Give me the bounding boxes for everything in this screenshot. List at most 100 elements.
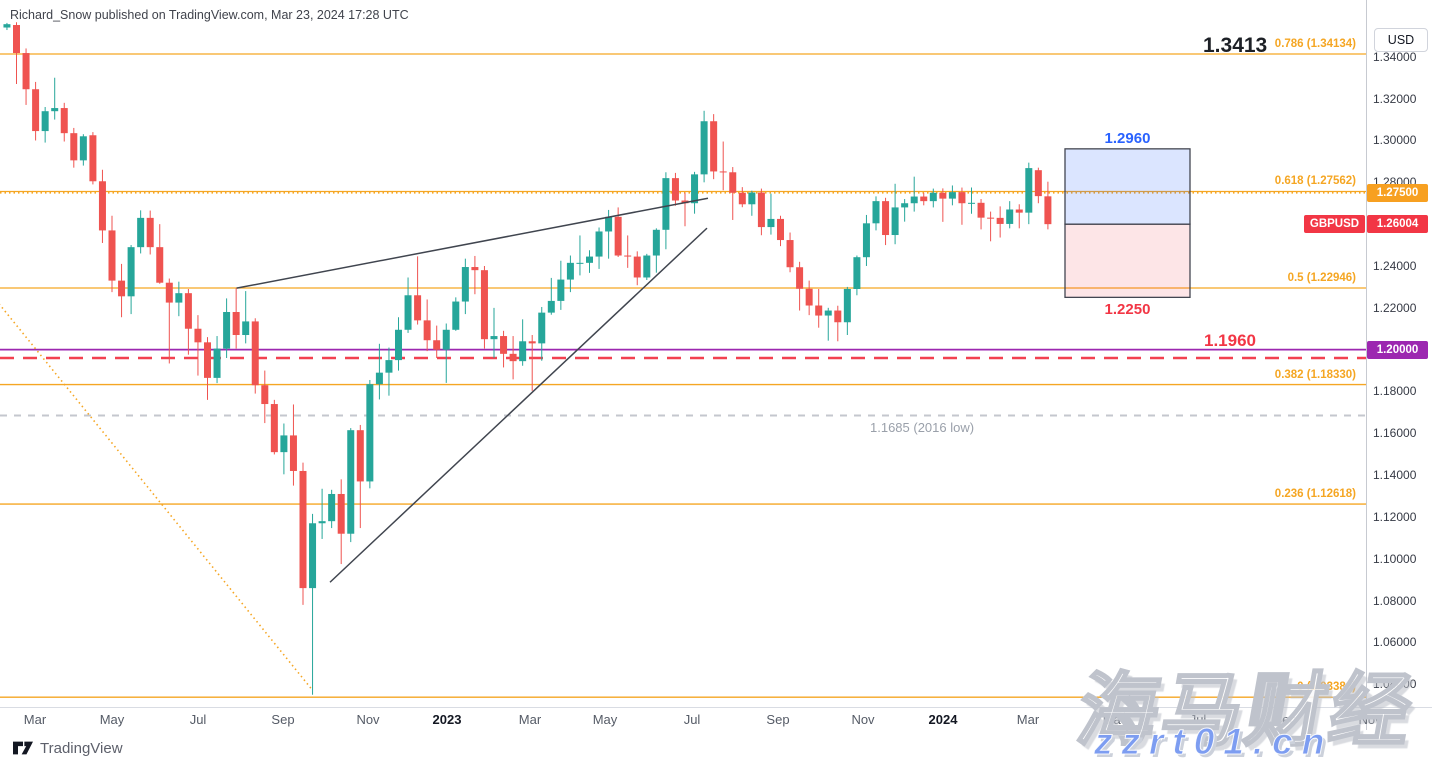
price-tick-label: 1.10000 <box>1373 551 1417 566</box>
candle <box>1025 162 1033 225</box>
candle <box>108 215 116 293</box>
currency-toggle-button[interactable]: USD <box>1374 28 1428 52</box>
candle <box>719 141 727 191</box>
candle <box>920 192 928 206</box>
candle <box>127 245 135 315</box>
tradingview-logo-text: TradingView <box>40 739 123 757</box>
candle <box>757 188 765 236</box>
support-zone-box <box>1064 223 1191 299</box>
candle <box>261 370 269 424</box>
fib-level-label: 0.786 (1.34134) <box>1274 38 1356 50</box>
candle <box>385 347 393 396</box>
candle <box>929 188 937 208</box>
candle <box>968 187 975 214</box>
candle <box>328 489 336 529</box>
fib-anchor-trendline <box>0 303 314 691</box>
candle <box>423 299 431 352</box>
zone-bottom-label: 1.2250 <box>1104 301 1151 318</box>
candle <box>843 286 851 336</box>
candle <box>347 428 355 543</box>
candle <box>643 253 651 280</box>
candle <box>137 210 145 254</box>
time-tick-label: Nov <box>1358 712 1382 727</box>
candle <box>70 127 78 168</box>
price-tick-label: 1.34000 <box>1373 49 1417 64</box>
candle <box>118 263 126 318</box>
candle <box>624 235 632 268</box>
price-tick-label: 1.04000 <box>1373 677 1417 692</box>
time-tick-label: Nov <box>356 712 380 727</box>
fib-level-label: 0 (1.03386) <box>1297 681 1356 694</box>
candle <box>356 424 364 529</box>
fib-level-label: 0.618 (1.27562) <box>1274 175 1356 188</box>
time-tick-label: 2023 <box>432 712 462 727</box>
candle <box>987 211 995 242</box>
candle <box>824 307 832 341</box>
candle <box>1006 201 1014 229</box>
candle <box>41 107 49 143</box>
price-tick-label: 1.14000 <box>1373 468 1417 483</box>
candle <box>509 336 517 380</box>
candle <box>89 132 97 185</box>
time-tick-label: Jul <box>683 712 701 727</box>
candle <box>309 513 317 695</box>
candle <box>146 210 154 255</box>
trendline-lower-wedge <box>329 227 708 583</box>
candle <box>270 399 278 455</box>
price-tick-label: 1.18000 <box>1373 384 1417 399</box>
time-tick-label: Mar <box>1016 712 1040 727</box>
candle <box>605 209 613 259</box>
candle <box>414 256 422 325</box>
time-tick-label: May <box>592 712 618 727</box>
price-tag-1.27500: 1.27500 <box>1367 183 1428 202</box>
time-tick-label: May <box>1102 712 1128 727</box>
candle <box>901 199 909 222</box>
candle <box>662 172 670 250</box>
fib-level-label: 0.5 (1.22946) <box>1287 272 1356 285</box>
price-tick-label: 1.32000 <box>1373 91 1417 106</box>
candle <box>767 193 775 235</box>
candle <box>232 288 240 349</box>
fib-level-label: 0.382 (1.18330) <box>1274 368 1356 381</box>
candle <box>156 224 164 284</box>
candle <box>366 379 374 489</box>
candle <box>480 265 488 349</box>
candle <box>796 261 804 311</box>
price-tick-label: 1.12000 <box>1373 509 1417 524</box>
candle <box>500 330 508 368</box>
watermark-url: zzrt01.cn <box>1093 721 1334 763</box>
publish-attribution: Richard_Snow published on TradingView.co… <box>10 8 409 22</box>
candle <box>1034 167 1042 204</box>
candle <box>194 315 202 376</box>
candle <box>547 277 555 315</box>
tradingview-logo-icon <box>13 741 33 755</box>
candle <box>891 183 899 245</box>
candle <box>595 227 603 269</box>
candle <box>671 172 679 206</box>
candle <box>3 22 11 31</box>
price-tick-label: 1.16000 <box>1373 426 1417 441</box>
candle <box>786 232 794 273</box>
candle <box>79 134 87 166</box>
price-tick-label: 1.30000 <box>1373 133 1417 148</box>
tradingview-logo[interactable]: TradingView <box>12 738 123 758</box>
time-tick-label: May <box>99 712 125 727</box>
candle <box>958 187 966 225</box>
candle <box>223 298 231 359</box>
price-tick-label: 1.06000 <box>1373 635 1417 650</box>
candle <box>204 337 211 400</box>
price-axis-separator <box>1366 0 1367 730</box>
time-tick-label: 2024 <box>928 712 958 727</box>
level-label-13413: 1.3413 <box>1203 34 1268 57</box>
candle <box>805 280 813 316</box>
candle <box>882 197 890 246</box>
candle <box>939 188 947 222</box>
candle <box>528 335 536 391</box>
time-tick-label: Mar <box>23 712 47 727</box>
candle <box>433 325 441 359</box>
candle <box>777 215 784 247</box>
candle <box>862 214 870 266</box>
time-tick-label: Mar <box>518 712 542 727</box>
